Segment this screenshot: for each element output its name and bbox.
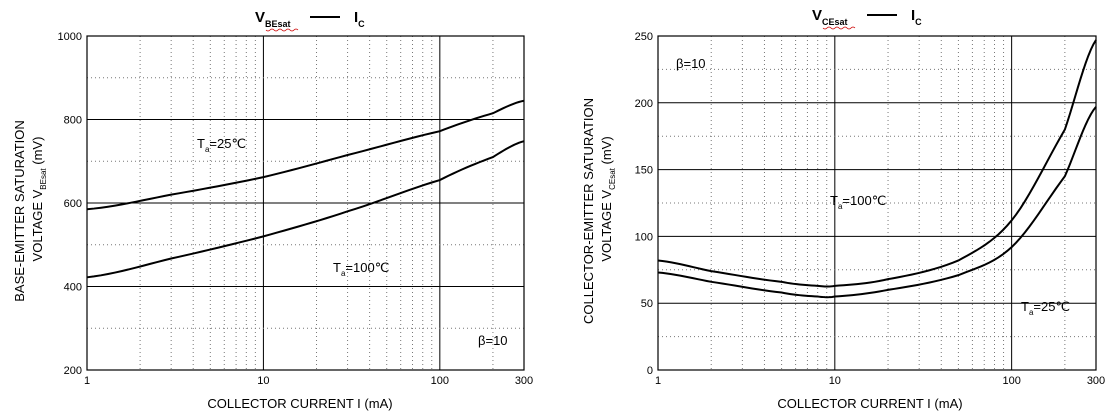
series-label-2: Ta=100℃: [333, 260, 389, 278]
y-axis-title-line2: VOLTAGE VCEsat (mV): [599, 136, 617, 261]
x-tick-label: 100: [431, 375, 449, 387]
y-tick-label: 50: [641, 298, 653, 310]
beta-annotation: β=10: [676, 56, 706, 71]
y-tick-label: 150: [635, 165, 653, 177]
series-label-1: Ta=25℃: [197, 136, 246, 154]
series-label-2: Ta=25℃: [1021, 299, 1070, 317]
y-tick-label: 100: [635, 231, 653, 243]
x-tick-label: 10: [257, 375, 269, 387]
x-tick-label: 300: [1087, 375, 1105, 387]
y-tick-label: 200: [64, 365, 82, 377]
x-tick-label: 1: [655, 375, 661, 387]
y-axis-title-line1: COLLECTOR-EMITTER SATURATION: [581, 98, 596, 324]
series-label-1: Ta=100℃: [830, 193, 886, 211]
y-axis-title-line2: VOLTAGE VBEsat (mV): [30, 137, 48, 262]
chart-title-y: VBEsat: [255, 9, 291, 29]
x-axis-title: COLLECTOR CURRENT I (mA): [207, 396, 392, 411]
series-line-2: [657, 106, 1097, 299]
chart-1: 1 10 100 300 200 400 600 800 1000 Ta=25℃ Ta=100℃ β=…: [12, 9, 533, 411]
chart-title-x: IC: [911, 7, 922, 27]
y-tick-label: 800: [64, 115, 82, 127]
x-tick-label: 300: [515, 375, 533, 387]
x-tick-label: 10: [829, 375, 841, 387]
x-axis-title: COLLECTOR CURRENT I (mA): [777, 396, 962, 411]
series-line-1: [86, 99, 525, 211]
x-tick-label: 1: [84, 375, 90, 387]
chart-title-x: IC: [354, 9, 365, 29]
x-tick-label: 100: [1002, 375, 1020, 387]
chart-2: 1 10 100 300 0 50 100 150 200 250 Ta=100℃ Ta=25℃ β=1…: [581, 7, 1105, 411]
y-tick-label: 0: [647, 365, 653, 377]
y-tick-label: 1000: [58, 31, 82, 43]
y-tick-label: 250: [635, 31, 653, 43]
spellcheck-squiggle: [822, 26, 856, 30]
y-tick-label: 600: [64, 198, 82, 210]
series-line-1: [657, 39, 1097, 288]
chart-title-y: VCEsat: [812, 7, 848, 27]
y-tick-label: 400: [64, 282, 82, 294]
plot-frame: [657, 35, 1097, 371]
y-axis-title-line1: BASE-EMITTER SATURATION: [12, 120, 27, 302]
y-tick-label: 200: [635, 98, 653, 110]
series-line-2: [86, 140, 525, 279]
beta-annotation: β=10: [478, 333, 508, 348]
plot-frame: [86, 35, 525, 371]
spellcheck-squiggle: [265, 28, 299, 32]
